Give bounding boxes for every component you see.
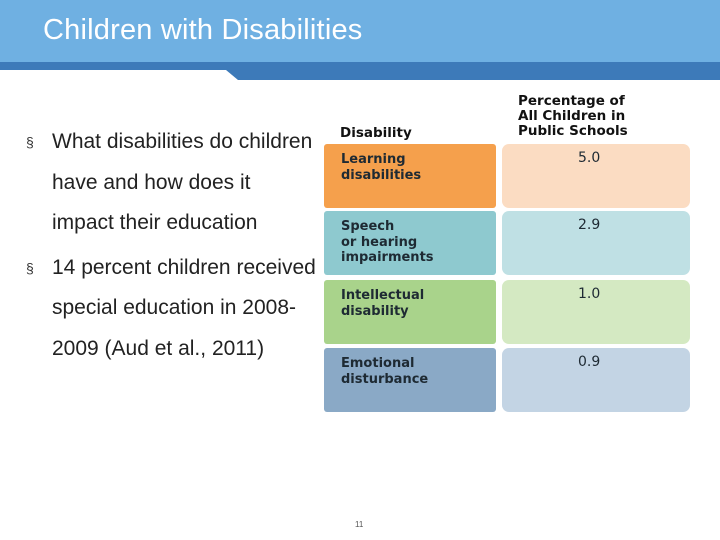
bullet-list: § What disabilities do children have and… bbox=[26, 122, 316, 373]
disability-label: Emotional disturbance bbox=[324, 348, 496, 412]
bullet-item: § What disabilities do children have and… bbox=[26, 122, 316, 244]
table-row: Learning disabilities 5.0 bbox=[324, 144, 690, 208]
percentage-value: 1.0 bbox=[502, 280, 690, 344]
table-row: Intellectual disability 1.0 bbox=[324, 280, 690, 344]
column-header-disability: Disability bbox=[340, 125, 412, 141]
table-row: Emotional disturbance 0.9 bbox=[324, 348, 690, 412]
header-bar bbox=[0, 0, 720, 62]
percentage-value: 5.0 bbox=[502, 144, 690, 208]
header-stripe bbox=[0, 62, 720, 80]
bullet-marker: § bbox=[26, 134, 34, 150]
column-header-percentage: Percentage of All Children in Public Sch… bbox=[518, 93, 628, 139]
bullet-text: 14 percent children received special edu… bbox=[52, 255, 316, 360]
bullet-item: § 14 percent children received special e… bbox=[26, 248, 316, 370]
percentage-value: 2.9 bbox=[502, 211, 690, 275]
table-row: Speech or hearing impairments 2.9 bbox=[324, 211, 690, 275]
disability-label: Learning disabilities bbox=[324, 144, 496, 208]
bullet-text: What disabilities do children have and h… bbox=[52, 130, 313, 234]
disability-label: Intellectual disability bbox=[324, 280, 496, 344]
disability-label: Speech or hearing impairments bbox=[324, 211, 496, 275]
bullet-marker: § bbox=[26, 259, 34, 276]
slide-title: Children with Disabilities bbox=[43, 14, 363, 46]
percentage-value: 0.9 bbox=[502, 348, 690, 412]
page-number: 11 bbox=[355, 520, 364, 529]
disability-table: Disability Percentage of All Children in… bbox=[320, 90, 692, 416]
